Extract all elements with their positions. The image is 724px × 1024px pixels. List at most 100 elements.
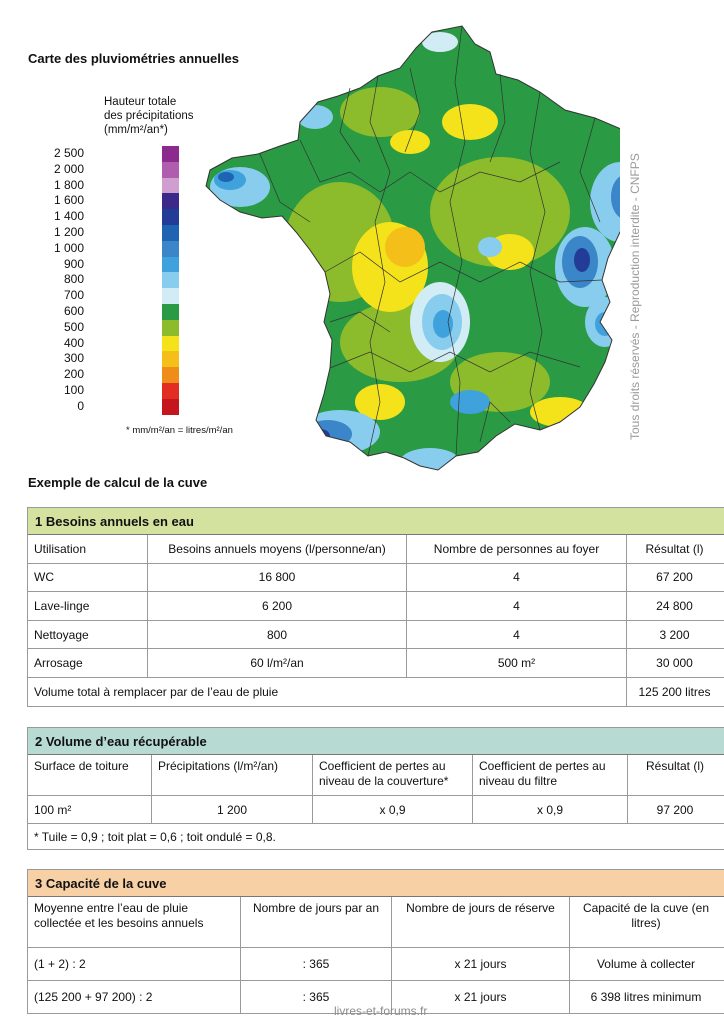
table-row: Nettoyage 800 4 3 200 [28, 620, 724, 650]
table-total-row: Volume total à remplacer par de l’eau de… [28, 677, 724, 706]
header-cell: Moyenne entre l’eau de pluie collectée e… [28, 897, 241, 947]
table-cell: 67 200 [656, 570, 693, 585]
legend-title: Hauteur totale des précipitations (mm/m²… [104, 95, 214, 137]
header-cell: Nombre de jours par an [241, 897, 392, 947]
table-cell: 1 200 [152, 796, 313, 823]
legend-label: 800 [63, 272, 84, 287]
header-cell: Utilisation [28, 535, 148, 563]
table-title: 3 Capacité de la cuve [28, 870, 724, 897]
table-cell: 16 800 [148, 563, 407, 592]
copyright-watermark: Tous droits réservés - Reproduction inte… [628, 153, 642, 440]
table-cell: Nettoyage [28, 620, 148, 649]
header-cell: Coefficient de pertes au niveau de la co… [313, 755, 473, 795]
legend-title-line: (mm/m²/an*) [104, 124, 168, 136]
map-title: Carte des pluviométries annuelles [28, 51, 239, 66]
legend-label: 400 [63, 335, 84, 350]
legend-label: 1 600 [53, 193, 84, 208]
table-cell: 30 000 [656, 656, 693, 671]
legend-label: 600 [63, 303, 84, 318]
table-title: 2 Volume d’eau récupérable [28, 728, 724, 755]
legend-swatch [162, 303, 179, 320]
table-note-row: * Tuile = 0,9 ; toit plat = 0,6 ; toit o… [28, 824, 724, 849]
header-cell: Coefficient de pertes au niveau du filtr… [473, 755, 628, 795]
legend-label: 1 800 [53, 177, 84, 192]
legend-swatch [162, 177, 179, 194]
table-cell: 100 m² [28, 796, 152, 823]
table-header-row: Utilisation Besoins annuels moyens (l/pe… [28, 535, 724, 564]
table-row: Arrosage 60 l/m²/an 500 m² 30 000 [28, 649, 724, 678]
table-cell: Volume à collecter [596, 957, 696, 971]
legend-label: 0 [77, 398, 84, 413]
legend-title-line: Hauteur totale [104, 96, 177, 108]
table-cell: x 21 jours [392, 981, 570, 1013]
table-cell: WC [28, 563, 148, 592]
header-cell: Nombre de jours de réserve [392, 897, 570, 947]
table-cell: Arrosage [28, 649, 148, 677]
table-cell: 4 [407, 592, 627, 620]
legend-label: 500 [63, 319, 84, 334]
table-row: (125 200 + 97 200) : 2 : 365 x 21 jours … [28, 981, 724, 1013]
header-cell: Besoins annuels moyens (l/personne/an) [148, 535, 407, 563]
table-row: WC 16 800 4 67 200 [28, 563, 724, 593]
legend-title-line: des précipitations [104, 110, 194, 122]
header-cell: Résultat (l) [645, 541, 704, 556]
table-cell: x 21 jours [392, 948, 570, 980]
legend-swatch [162, 161, 179, 178]
legend-swatch [162, 319, 179, 336]
legend-swatch [162, 272, 179, 289]
table-row: 100 m² 1 200 x 0,9 x 0,9 97 200 [28, 796, 724, 824]
table-cell: x 0,9 [313, 796, 473, 823]
legend-swatch [162, 224, 179, 241]
legend-label: 100 [63, 382, 84, 397]
legend-swatch [162, 193, 179, 210]
legend-swatch [162, 367, 179, 383]
table-cell: 800 [148, 620, 407, 649]
footer-watermark: livres-et-forums.fr [334, 1004, 428, 1018]
tank-capacity-table: 3 Capacité de la cuve Moyenne entre l’ea… [27, 869, 724, 1014]
table-cell: Lave-linge [28, 592, 148, 620]
table-cell: 60 l/m²/an [148, 649, 407, 677]
table-cell: (125 200 + 97 200) : 2 [28, 981, 241, 1013]
header-cell: Résultat (l) [645, 759, 704, 773]
table-cell: x 0,9 [473, 796, 628, 823]
legend-label: 200 [63, 367, 84, 382]
table-title: 1 Besoins annuels en eau [28, 508, 724, 535]
table-cell: 4 [407, 620, 627, 649]
annual-water-needs-table: 1 Besoins annuels en eau Utilisation Bes… [27, 507, 724, 707]
legend-label: 2 500 [53, 146, 84, 160]
header-cell: Surface de toiture [28, 755, 152, 795]
header-cell: Précipitations (l/m²/an) [152, 755, 313, 795]
legend-swatch [162, 240, 179, 257]
total-label: Volume total à remplacer par de l’eau de… [28, 677, 627, 706]
table-cell: 6 200 [148, 592, 407, 620]
table-cell: (1 + 2) : 2 [28, 948, 241, 980]
legend-swatch [162, 351, 179, 368]
france-rainfall-map [205, 25, 620, 471]
legend-swatch [162, 398, 179, 415]
header-cell: Capacité de la cuve (en litres) [582, 901, 710, 930]
table-cell: 6 398 litres minimum [590, 990, 702, 1004]
total-value: 125 200 litres [638, 684, 711, 699]
recoverable-water-table: 2 Volume d’eau récupérable Surface de to… [27, 727, 724, 850]
header-cell: Nombre de personnes au foyer [407, 535, 627, 563]
table-cell: 4 [407, 563, 627, 592]
legend-swatch [162, 335, 179, 352]
legend-label: 1 400 [53, 209, 84, 224]
table-header-row: Surface de toiture Précipitations (l/m²/… [28, 755, 724, 796]
legend-label: 900 [63, 256, 84, 271]
legend-label: 700 [63, 288, 84, 303]
legend-swatch [162, 146, 179, 162]
table-cell: : 365 [241, 948, 392, 980]
table-header-row: Moyenne entre l’eau de pluie collectée e… [28, 897, 724, 948]
legend-swatch [162, 288, 179, 304]
table-cell: 500 m² [407, 649, 627, 677]
legend-label: 2 000 [53, 161, 84, 176]
table-cell: 3 200 [659, 627, 690, 642]
legend-swatch [162, 382, 179, 399]
legend-swatch [162, 209, 179, 225]
table-footnote: * Tuile = 0,9 ; toit plat = 0,6 ; toit o… [34, 829, 276, 844]
legend-label: 300 [63, 351, 84, 366]
table-row: (1 + 2) : 2 : 365 x 21 jours Volume à co… [28, 948, 724, 981]
legend-swatch [162, 256, 179, 273]
table-row: Lave-linge 6 200 4 24 800 [28, 592, 724, 621]
